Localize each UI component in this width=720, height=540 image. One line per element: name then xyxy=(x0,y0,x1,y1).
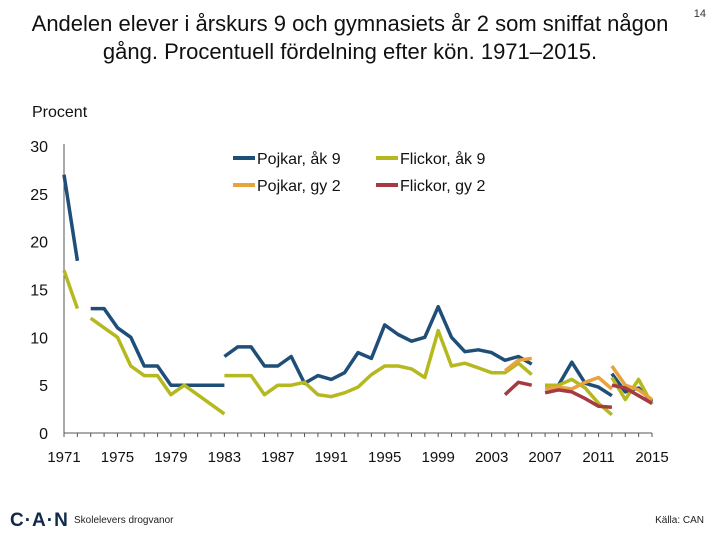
y-tick-label: 0 xyxy=(39,426,48,443)
series-line xyxy=(62,269,80,310)
legend-label: Flickor, åk 9 xyxy=(400,150,485,168)
x-tick-label: 1999 xyxy=(421,449,454,466)
series-line xyxy=(610,376,654,406)
footer-source: Källa: CAN xyxy=(655,515,704,526)
series-line xyxy=(544,375,614,391)
chart-axes: 0 5 10 15 20 25 30 1971 1975 1979 1983 1987 1991 1995… xyxy=(30,139,668,466)
series-line xyxy=(503,356,532,373)
line-chart: 0 5 10 15 20 25 30 1971 1975 1979 1983 1987 1991 1995… xyxy=(30,139,668,466)
y-tick-label: 20 xyxy=(30,235,48,252)
x-tick-label: 2015 xyxy=(635,449,668,466)
x-tick-label: 1987 xyxy=(261,449,294,466)
x-tick-label: 1991 xyxy=(315,449,348,466)
y-tick-label: 15 xyxy=(30,283,48,300)
footer-source-title: Skolelevers drogvanor xyxy=(74,515,174,526)
series-line xyxy=(544,388,613,409)
x-tick-label: 1995 xyxy=(368,449,401,466)
footer: C·A·N Skolelevers drogvanor Källa: CAN xyxy=(0,500,720,540)
legend-label: Pojkar, gy 2 xyxy=(257,178,341,195)
series-line xyxy=(610,364,654,401)
y-tick-label: 10 xyxy=(30,330,48,347)
x-tick-label: 2003 xyxy=(475,449,508,466)
chart-legend: Pojkar, åk 9 Pojkar, gy 2 Flickor, åk 9 Fli… xyxy=(233,150,485,195)
series-line xyxy=(90,306,225,387)
x-tick-label: 1971 xyxy=(47,449,80,466)
x-tick-label: 2007 xyxy=(528,449,561,466)
legend-label: Flickor, gy 2 xyxy=(400,178,485,195)
x-tick-label: 2011 xyxy=(582,449,614,466)
series-line xyxy=(503,380,533,396)
y-axis-label: Procent xyxy=(32,104,88,121)
x-tick-label: 1979 xyxy=(154,449,187,466)
y-tick-label: 5 xyxy=(39,378,48,395)
chart-title: Andelen elever i årskurs 9 och gymnasiet… xyxy=(31,11,669,64)
series-line xyxy=(62,174,80,262)
x-tick-label: 1983 xyxy=(208,449,241,466)
legend-label: Pojkar, åk 9 xyxy=(257,150,341,168)
y-tick-label: 25 xyxy=(30,187,48,204)
series-line xyxy=(89,316,226,416)
series-line xyxy=(611,383,653,405)
y-tick-label: 30 xyxy=(30,139,48,156)
x-tick-label: 1975 xyxy=(101,449,134,466)
chart-lines xyxy=(62,174,654,417)
slide-number: 14 xyxy=(693,8,706,20)
series-line xyxy=(223,304,533,386)
can-logo: C·A·N xyxy=(10,510,69,531)
series-line xyxy=(224,328,533,399)
